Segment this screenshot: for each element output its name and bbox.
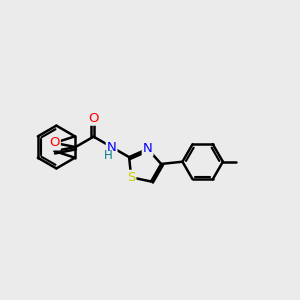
Text: O: O: [49, 136, 60, 149]
Text: N: N: [143, 142, 152, 155]
Text: S: S: [127, 171, 135, 184]
Text: N: N: [107, 140, 116, 154]
Text: O: O: [88, 112, 99, 125]
Text: H: H: [104, 149, 112, 162]
